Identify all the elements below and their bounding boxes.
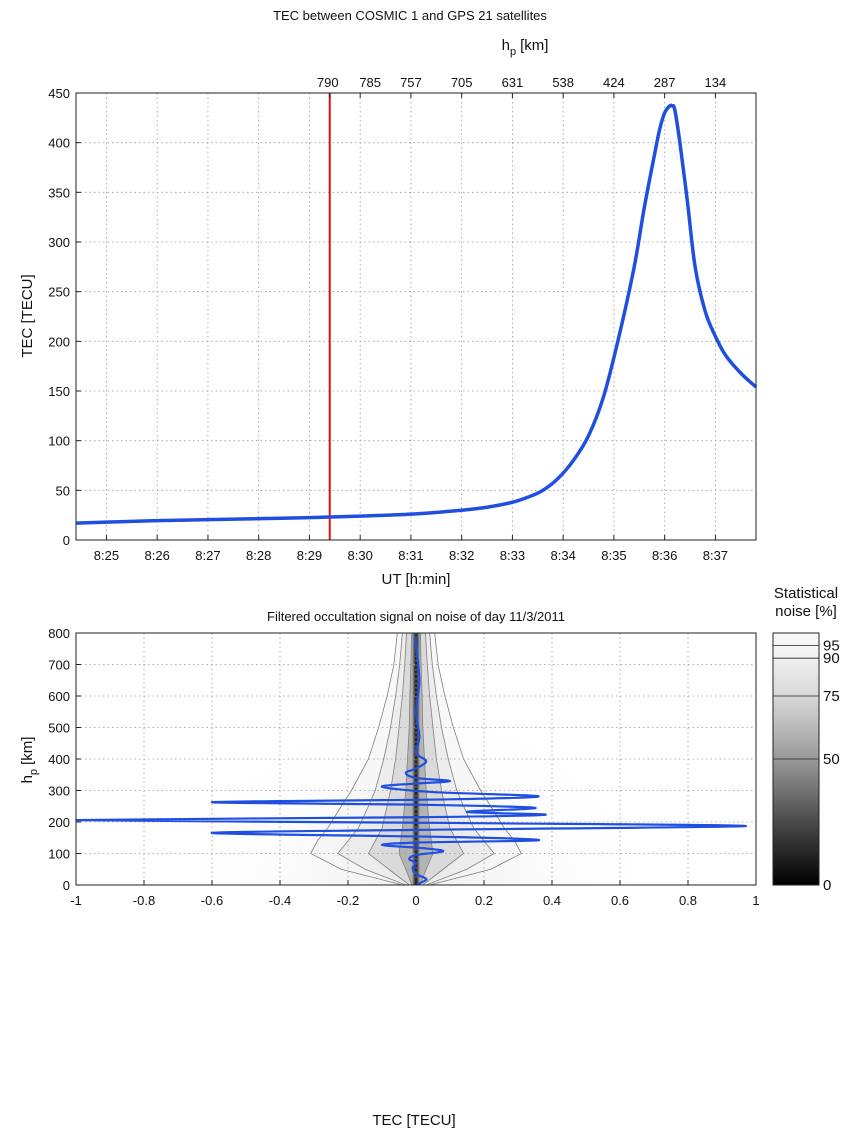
top-chart-title: TEC between COSMIC 1 and GPS 21 satellit… (273, 8, 547, 23)
top-axis-label-unit: [km] (520, 37, 548, 54)
bottom-x-tick-label: 1 (752, 893, 759, 908)
bottom-x-axis-label: TEC [TECU] (372, 1112, 455, 1129)
top-x-tick-label: 8:35 (601, 548, 626, 563)
top-hp-tick-label: 705 (451, 75, 473, 90)
colorbar-tick-label: 75 (823, 688, 840, 705)
top-plot-frame (75, 92, 757, 541)
top-hp-tick-label: 424 (603, 75, 625, 90)
top-hp-tick-label: 631 (502, 75, 524, 90)
top-axis-label-main: h (502, 37, 510, 54)
top-x-tick-label: 8:26 (145, 548, 170, 563)
bottom-y-label-sub: p (28, 769, 40, 775)
bottom-chart: Filtered occultation signal on noise of … (19, 585, 840, 1129)
bottom-x-tick-label: -0.8 (133, 893, 155, 908)
bottom-series-layer (76, 636, 747, 885)
bottom-y-tick-label: 500 (48, 721, 70, 736)
bottom-y-tick-label: 100 (48, 847, 70, 862)
bottom-grid (76, 633, 756, 885)
top-y-tick-label: 150 (48, 384, 70, 399)
colorbar-tick-label: 90 (823, 650, 840, 667)
bottom-x-tick-label: 0.8 (679, 893, 697, 908)
top-x-tick-label: 8:32 (449, 548, 474, 563)
top-hp-tick-label: 757 (400, 75, 422, 90)
top-y-tick-label: 0 (63, 533, 70, 548)
top-grid (76, 93, 756, 540)
bottom-x-tick-label: 0.4 (543, 893, 561, 908)
top-x-tick-label: 8:34 (551, 548, 576, 563)
bottom-x-tick-label: -1 (70, 893, 82, 908)
top-x-tick-label: 8:37 (703, 548, 728, 563)
bottom-y-tick-label: 800 (48, 626, 70, 641)
top-x-tick-label: 8:28 (246, 548, 271, 563)
top-y-tick-label: 100 (48, 434, 70, 449)
occultation-signal (76, 636, 747, 885)
bottom-y-tick-label: 200 (48, 815, 70, 830)
top-x-tick-label: 8:33 (500, 548, 525, 563)
top-y-ticks: 0 50 100 150 200 250 300 350 400 450 (48, 86, 81, 548)
tec-curve (75, 103, 758, 525)
top-x-tick-label: 8:30 (348, 548, 373, 563)
top-y-axis-label: TEC [TECU] (19, 274, 36, 357)
bottom-y-label-unit: [km] (19, 737, 36, 765)
top-x-tick-label: 8:36 (652, 548, 677, 563)
bottom-x-ticks: -1 -0.8 -0.6 -0.4 -0.2 0 0.2 0.4 0.6 0.8 1 (70, 880, 760, 908)
top-y-tick-label: 350 (48, 185, 70, 200)
top-hp-tick-label: 538 (552, 75, 574, 90)
top-series-layer (75, 93, 758, 540)
bottom-x-tick-label: 0.2 (475, 893, 493, 908)
top-x-tick-label: 8:25 (94, 548, 119, 563)
top-y-tick-label: 450 (48, 86, 70, 101)
bottom-y-tick-label: 0 (63, 878, 70, 893)
top-hp-tick-label: 790 (317, 75, 339, 90)
top-chart: TEC between COSMIC 1 and GPS 21 satellit… (19, 8, 758, 588)
bottom-x-tick-label: -0.2 (337, 893, 359, 908)
bottom-x-tick-label: 0 (412, 893, 419, 908)
colorbar-title-line1: Statistical (774, 585, 838, 602)
colorbar-tick-label: 95 (823, 638, 840, 655)
bottom-y-tick-label: 600 (48, 689, 70, 704)
top-axis-label: hp [km] (502, 37, 549, 58)
colorbar-tick-label: 0 (823, 877, 831, 894)
bottom-y-ticks: 0 100 200 300 400 500 600 700 800 (48, 626, 81, 893)
top-y-tick-label: 200 (48, 334, 70, 349)
top-x-tick-label: 8:29 (297, 548, 322, 563)
bottom-y-tick-label: 300 (48, 784, 70, 799)
top-y-tick-label: 250 (48, 285, 70, 300)
bottom-chart-title: Filtered occultation signal on noise of … (267, 609, 565, 624)
top-x-tick-label: 8:27 (195, 548, 220, 563)
top-hp-ticks: 790 785 757 705 631 538 424 287 134 (317, 75, 726, 98)
bottom-x-tick-label: 0.6 (611, 893, 629, 908)
bottom-y-axis-label: hp [km] (19, 737, 40, 784)
top-x-tick-label: 8:31 (398, 548, 423, 563)
colorbar-title-line2: noise [%] (775, 603, 837, 620)
top-hp-tick-label: 785 (359, 75, 381, 90)
top-y-tick-label: 50 (56, 483, 70, 498)
bottom-y-label-main: h (19, 775, 36, 783)
bottom-y-tick-label: 400 (48, 752, 70, 767)
colorbar-tick-label: 50 (823, 751, 840, 768)
top-hp-tick-label: 287 (654, 75, 676, 90)
bottom-x-tick-label: -0.4 (269, 893, 291, 908)
top-y-tick-label: 400 (48, 136, 70, 151)
bottom-x-tick-label: -0.6 (201, 893, 223, 908)
bottom-y-tick-label: 700 (48, 658, 70, 673)
top-y-tick-label: 300 (48, 235, 70, 250)
top-axis-label-sub: p (510, 46, 516, 58)
top-x-ticks: 8:25 8:26 8:27 8:28 8:29 8:30 8:31 8:32 8:33 8:34… (94, 535, 728, 563)
top-x-axis-label: UT [h:min] (382, 571, 451, 588)
top-hp-tick-label: 134 (705, 75, 727, 90)
